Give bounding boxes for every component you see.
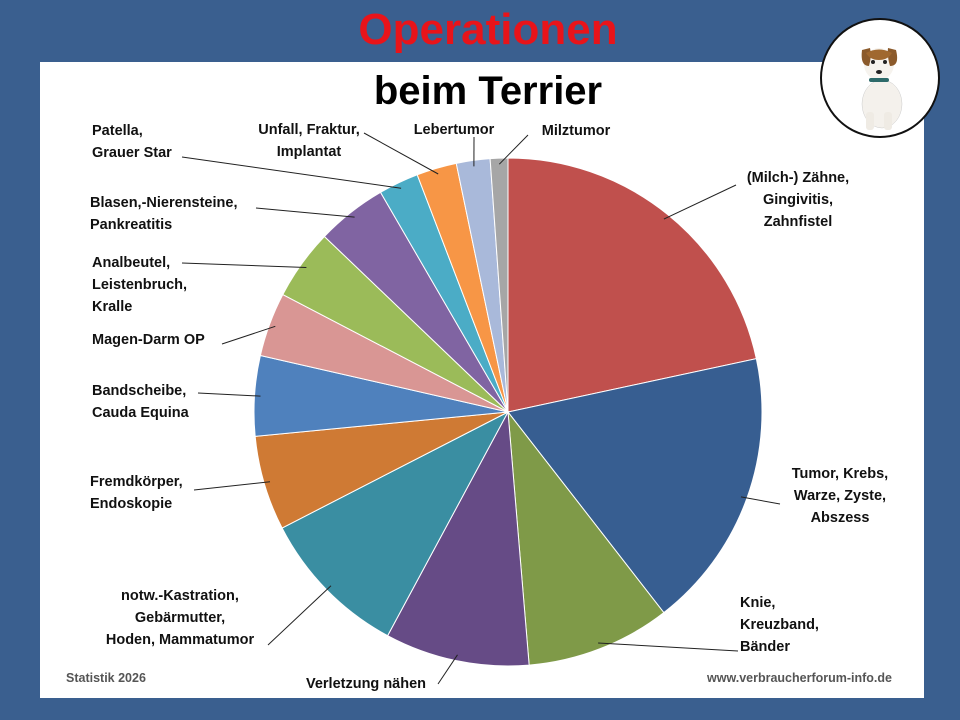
slice-label: Fremdkörper, Endoskopie bbox=[90, 474, 183, 512]
slice-label: Tumor, Krebs, Warze, Zyste, Abszess bbox=[792, 466, 888, 526]
slice-label-line: Gingivitis, bbox=[763, 192, 833, 208]
slice-label-line: Zahnfistel bbox=[764, 214, 832, 230]
leader-line bbox=[255, 207, 355, 218]
slice-label: Verletzung nähen bbox=[306, 676, 426, 692]
slice-label-line: (Milch-) Zähne, bbox=[747, 170, 849, 186]
slice-label-line: Lebertumor bbox=[414, 122, 495, 138]
slice-label-line: Knie, bbox=[740, 595, 775, 611]
terrier-dog-icon bbox=[820, 18, 940, 138]
leader-line bbox=[267, 585, 332, 646]
slice-label-line: Analbeutel, bbox=[92, 255, 170, 271]
slice-label-line: notw.-Kastration, bbox=[121, 588, 239, 604]
slice-label-line: Endoskopie bbox=[90, 496, 172, 512]
slice-label-line: Bänder bbox=[740, 639, 790, 655]
footer-left: Statistik 2026 bbox=[66, 671, 146, 685]
slice-label-line: Implantat bbox=[277, 144, 342, 160]
leader-line bbox=[363, 132, 439, 175]
slice-label: (Milch-) Zähne, Gingivitis, Zahnfistel bbox=[747, 170, 849, 230]
slice-label-line: Hoden, Mammatumor bbox=[106, 632, 255, 648]
slice-label-line: Kralle bbox=[92, 299, 132, 315]
leader-line bbox=[181, 156, 402, 189]
slice-label: notw.-Kastration, Gebärmutter, Hoden, Mamm… bbox=[106, 588, 255, 648]
slice-label-line: Grauer Star bbox=[92, 145, 172, 161]
slice-label-line: Blasen,-Nierensteine, bbox=[90, 195, 237, 211]
pie-slice bbox=[507, 410, 665, 666]
leader-line bbox=[498, 134, 529, 165]
slice-label: Analbeutel, Leistenbruch, Kralle bbox=[92, 255, 187, 315]
slice-label: Knie, Kreuzband, Bänder bbox=[740, 595, 819, 655]
leader-line bbox=[598, 642, 739, 652]
leader-line bbox=[221, 325, 276, 345]
slice-label: Lebertumor bbox=[414, 122, 495, 138]
leader-line bbox=[437, 654, 458, 685]
slice-label: Patella, Grauer Star bbox=[92, 123, 172, 161]
slice-label-line: Gebärmutter, bbox=[135, 610, 225, 626]
slice-label-line: Verletzung nähen bbox=[306, 676, 426, 692]
leader-line bbox=[181, 262, 307, 268]
slice-label-line: Abszess bbox=[811, 510, 870, 526]
slice-label: Bandscheibe, Cauda Equina bbox=[92, 383, 190, 421]
chart-title-line2: beim Terrier bbox=[373, 69, 603, 113]
leader-line bbox=[740, 496, 781, 505]
slice-label-line: Bandscheibe, bbox=[92, 383, 186, 399]
leader-line bbox=[193, 481, 271, 491]
pie-slice bbox=[489, 157, 509, 413]
slice-label: Milztumor bbox=[542, 123, 611, 139]
slice-label-line: Tumor, Krebs, bbox=[792, 466, 888, 482]
slice-label-line: Magen-Darm OP bbox=[92, 332, 205, 348]
footer-right: www.verbraucherforum-info.de bbox=[706, 671, 892, 685]
pie-slice bbox=[507, 358, 763, 614]
slice-label: Blasen,-Nierensteine, Pankreatitis bbox=[90, 195, 237, 233]
slice-label-line: Leistenbruch, bbox=[92, 277, 187, 293]
terrier-dog-illustration bbox=[861, 48, 903, 130]
slice-label: Magen-Darm OP bbox=[92, 332, 205, 348]
pie-slice bbox=[507, 157, 757, 413]
slice-label-line: Kreuzband, bbox=[740, 617, 819, 633]
chart-title-line1: Operationen bbox=[358, 5, 618, 54]
slice-label: Unfall, Fraktur, Implantat bbox=[258, 122, 360, 160]
slice-label-line: Patella, bbox=[92, 123, 143, 139]
slice-label-line: Unfall, Fraktur, bbox=[258, 122, 360, 138]
slice-label-line: Cauda Equina bbox=[92, 405, 190, 421]
slice-label-line: Fremdkörper, bbox=[90, 474, 183, 490]
slice-label-line: Milztumor bbox=[542, 123, 611, 139]
leader-line bbox=[663, 184, 737, 220]
slice-label-line: Pankreatitis bbox=[90, 217, 172, 233]
leader-line bbox=[197, 392, 261, 397]
pie-slice bbox=[386, 410, 530, 667]
slice-label-line: Warze, Zyste, bbox=[794, 488, 886, 504]
